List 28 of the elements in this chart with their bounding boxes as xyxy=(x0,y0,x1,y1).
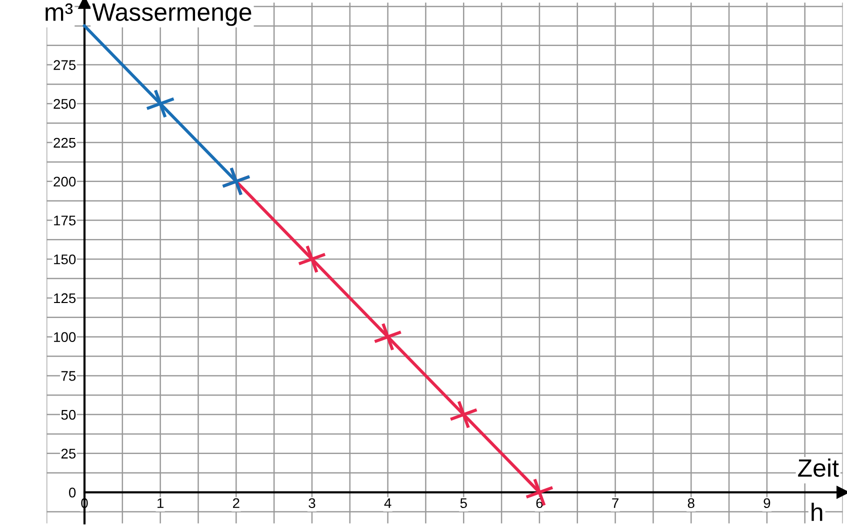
x-tick-label: 5 xyxy=(460,498,467,508)
point xyxy=(524,478,554,507)
point xyxy=(297,244,327,274)
y-tick-label: 175 xyxy=(54,216,76,226)
point xyxy=(373,322,402,352)
x-tick-label: 4 xyxy=(384,498,392,508)
y-tick-label: 50 xyxy=(61,410,76,420)
x-tick-label: 1 xyxy=(158,498,164,508)
y-tick-label: 100 xyxy=(54,332,76,342)
point xyxy=(449,400,478,430)
y-tick-label: 200 xyxy=(54,176,76,187)
x-tick-label: 2 xyxy=(232,498,240,508)
x-tick-label: 7 xyxy=(612,498,618,508)
x-axis-title: Zeit xyxy=(798,458,839,477)
y-tick-label: 25 xyxy=(61,448,76,459)
y-tick-label: 250 xyxy=(54,99,76,109)
y-tick-label: 225 xyxy=(54,138,76,148)
chart-title: Wassermenge xyxy=(92,4,252,26)
x-tick-label: 3 xyxy=(308,498,316,508)
y-tick-label: 125 xyxy=(54,293,76,304)
y-tick-label: 75 xyxy=(61,371,76,381)
y-axis-title: m³ xyxy=(46,3,73,21)
annotation: h xyxy=(812,502,822,521)
x-tick-label: 9 xyxy=(764,498,770,508)
x-tick-label: 8 xyxy=(688,498,694,508)
y-tick-label: 0 xyxy=(68,488,76,498)
y-tick-label: 150 xyxy=(54,254,76,264)
y-tick-label: 275 xyxy=(54,60,76,70)
